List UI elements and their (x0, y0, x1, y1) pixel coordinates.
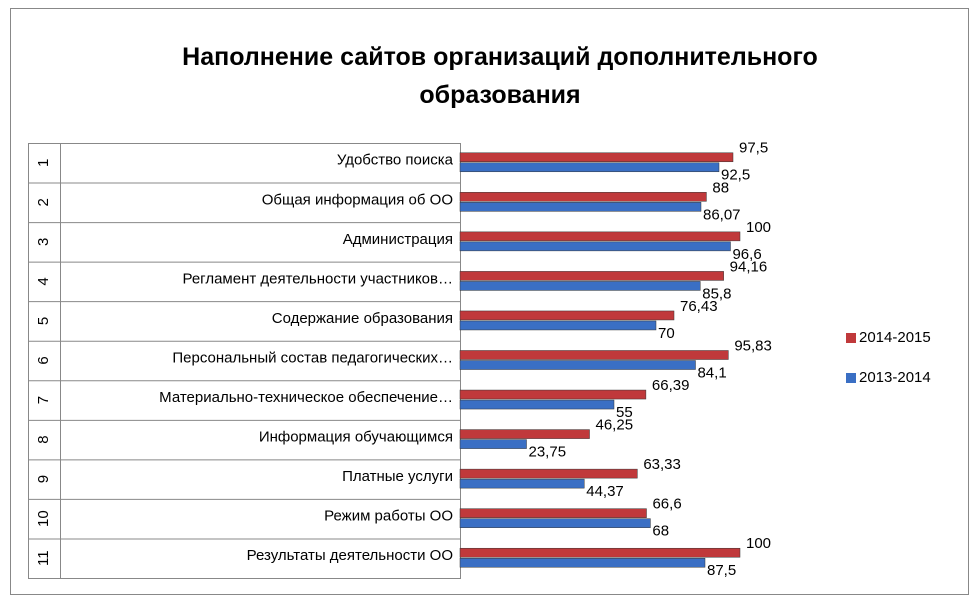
bar (459, 152, 734, 163)
bar (459, 508, 647, 518)
chart-title: Наполнение сайтов организаций дополнител… (182, 43, 818, 109)
y-tick-label: Регламент деятельности участников… (182, 270, 453, 287)
bar (459, 547, 741, 558)
category-number: 11 (35, 550, 52, 566)
bar (459, 231, 741, 242)
value-label: 44,37 (586, 483, 624, 500)
bar (459, 350, 729, 360)
value-label: 92,5 (721, 167, 750, 184)
y-tick-label: Содержание образования (272, 310, 453, 327)
value-label: 87,5 (707, 562, 736, 579)
bar (459, 271, 724, 281)
category-number: 8 (35, 435, 52, 443)
bar (459, 478, 585, 489)
value-label: 66,39 (652, 377, 690, 394)
y-tick-label: Удобство поиска (337, 152, 454, 169)
bar (459, 518, 651, 528)
bar (459, 468, 638, 479)
y-tick-label: Материально-техническое обеспечение… (159, 389, 453, 406)
y-tick-label: Общая информация об ОО (262, 191, 453, 208)
value-label: 70 (658, 325, 675, 342)
value-label: 68 (652, 523, 669, 540)
value-label: 86,07 (703, 206, 741, 223)
value-label: 66,6 (652, 496, 681, 513)
category-number: 9 (35, 475, 52, 483)
bar (459, 439, 527, 449)
category-number: 2 (35, 198, 52, 206)
value-label: 76,43 (680, 298, 718, 315)
legend-swatch (846, 373, 856, 383)
y-tick-label: Результаты деятельности ОО (247, 547, 453, 564)
value-label: 85,8 (702, 285, 731, 302)
value-label: 97,5 (739, 140, 768, 157)
category-number: 10 (35, 510, 52, 527)
bar (459, 360, 696, 370)
bar (459, 162, 720, 173)
legend-label: 2013-2014 (859, 369, 931, 386)
y-tick-label: Платные услуги (342, 468, 453, 485)
bar (459, 310, 675, 321)
category-number: 3 (35, 238, 52, 246)
legend-swatch (846, 333, 856, 343)
category-number: 5 (35, 317, 52, 325)
bar (459, 320, 657, 331)
value-label: 63,33 (643, 456, 681, 473)
bar (459, 192, 707, 202)
y-tick-label: Режим работы ОО (324, 508, 453, 525)
category-number: 4 (35, 277, 52, 285)
bar (459, 389, 647, 400)
chart-border (10, 8, 969, 595)
value-label: 95,83 (734, 337, 772, 354)
bar (459, 241, 731, 252)
value-label: 100 (746, 535, 771, 552)
bar (459, 202, 702, 212)
value-label: 55 (616, 404, 633, 421)
y-tick-label: Информация обучающимся (259, 429, 453, 446)
value-label: 100 (746, 219, 771, 236)
category-number: 7 (35, 396, 52, 404)
category-number: 1 (35, 159, 52, 167)
value-label: 84,1 (697, 364, 726, 381)
y-tick-label: Персональный состав педагогических… (172, 349, 453, 366)
bar (459, 429, 590, 439)
bar (459, 399, 615, 410)
value-label: 88 (712, 179, 729, 196)
value-label: 46,25 (596, 417, 634, 434)
category-number: 6 (35, 356, 52, 364)
value-label: 23,75 (529, 444, 567, 461)
y-tick-label: Администрация (343, 231, 453, 248)
bar (459, 557, 706, 568)
value-label: 96,6 (732, 246, 761, 263)
bar (459, 281, 701, 291)
legend-label: 2014-2015 (859, 329, 931, 346)
value-label: 94,16 (730, 258, 768, 275)
